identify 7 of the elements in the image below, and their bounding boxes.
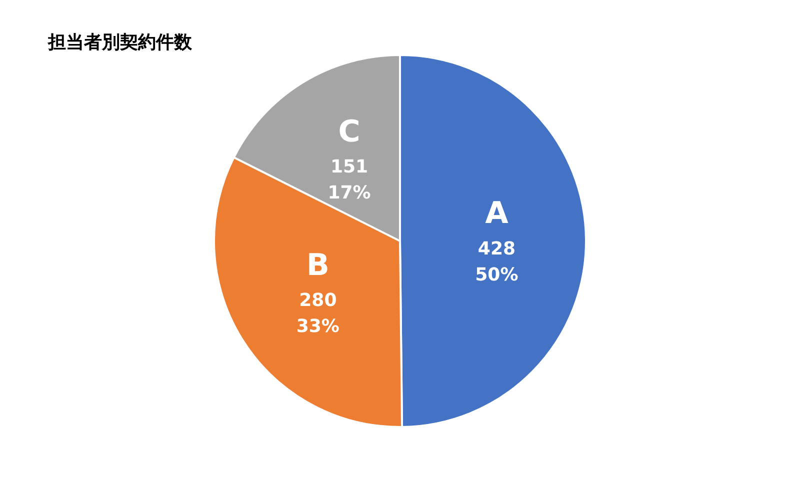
data-label: 280 33% xyxy=(296,290,340,338)
data-label: 428 50% xyxy=(475,238,518,286)
slice-label: B xyxy=(306,248,330,283)
chart-title: 担当者別契約件数 xyxy=(47,32,193,53)
slice-label: C xyxy=(338,114,360,150)
data-label: 151 17% xyxy=(328,156,371,204)
slice-label: A xyxy=(485,196,510,232)
